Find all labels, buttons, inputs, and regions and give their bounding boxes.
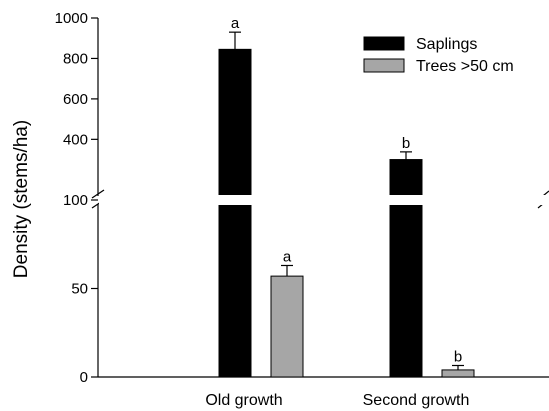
significance-label: a — [231, 15, 240, 32]
y-tick-label: 600 — [63, 91, 88, 108]
significance-label: b — [402, 135, 410, 152]
labels-layer: 0 50 100 400 600 800 1000 a a Old growth b b Second … — [55, 10, 470, 409]
significance-label: a — [283, 248, 292, 265]
bar-trees-50-cm-0 — [270, 275, 304, 378]
y-axis-label: Density (stems/ha) — [11, 120, 32, 278]
y-axis-break-mark — [91, 189, 105, 199]
bar-saplings-0 — [218, 48, 252, 378]
y-tick-label: 0 — [80, 369, 88, 386]
bar-saplings-1 — [389, 159, 423, 378]
bar-trees-50-cm-1 — [441, 369, 475, 378]
legend-swatch — [363, 36, 405, 51]
legend: Saplings Trees >50 cm — [363, 36, 514, 75]
legend-label: Saplings — [416, 36, 477, 53]
legend-label: Trees >50 cm — [416, 58, 514, 75]
y-tick-label: 800 — [63, 50, 88, 67]
y-tick-label: 1000 — [55, 10, 88, 27]
bars-layer — [99, 31, 549, 378]
y-tick-label: 100 — [63, 192, 88, 209]
legend-swatch — [363, 58, 405, 73]
significance-label: b — [454, 348, 462, 365]
y-tick-label: 400 — [63, 131, 88, 148]
x-category-label: Old growth — [205, 392, 282, 409]
y-tick-label: 50 — [71, 281, 88, 298]
axis-break-gap — [99, 195, 549, 205]
x-category-label: Second growth — [363, 392, 470, 409]
